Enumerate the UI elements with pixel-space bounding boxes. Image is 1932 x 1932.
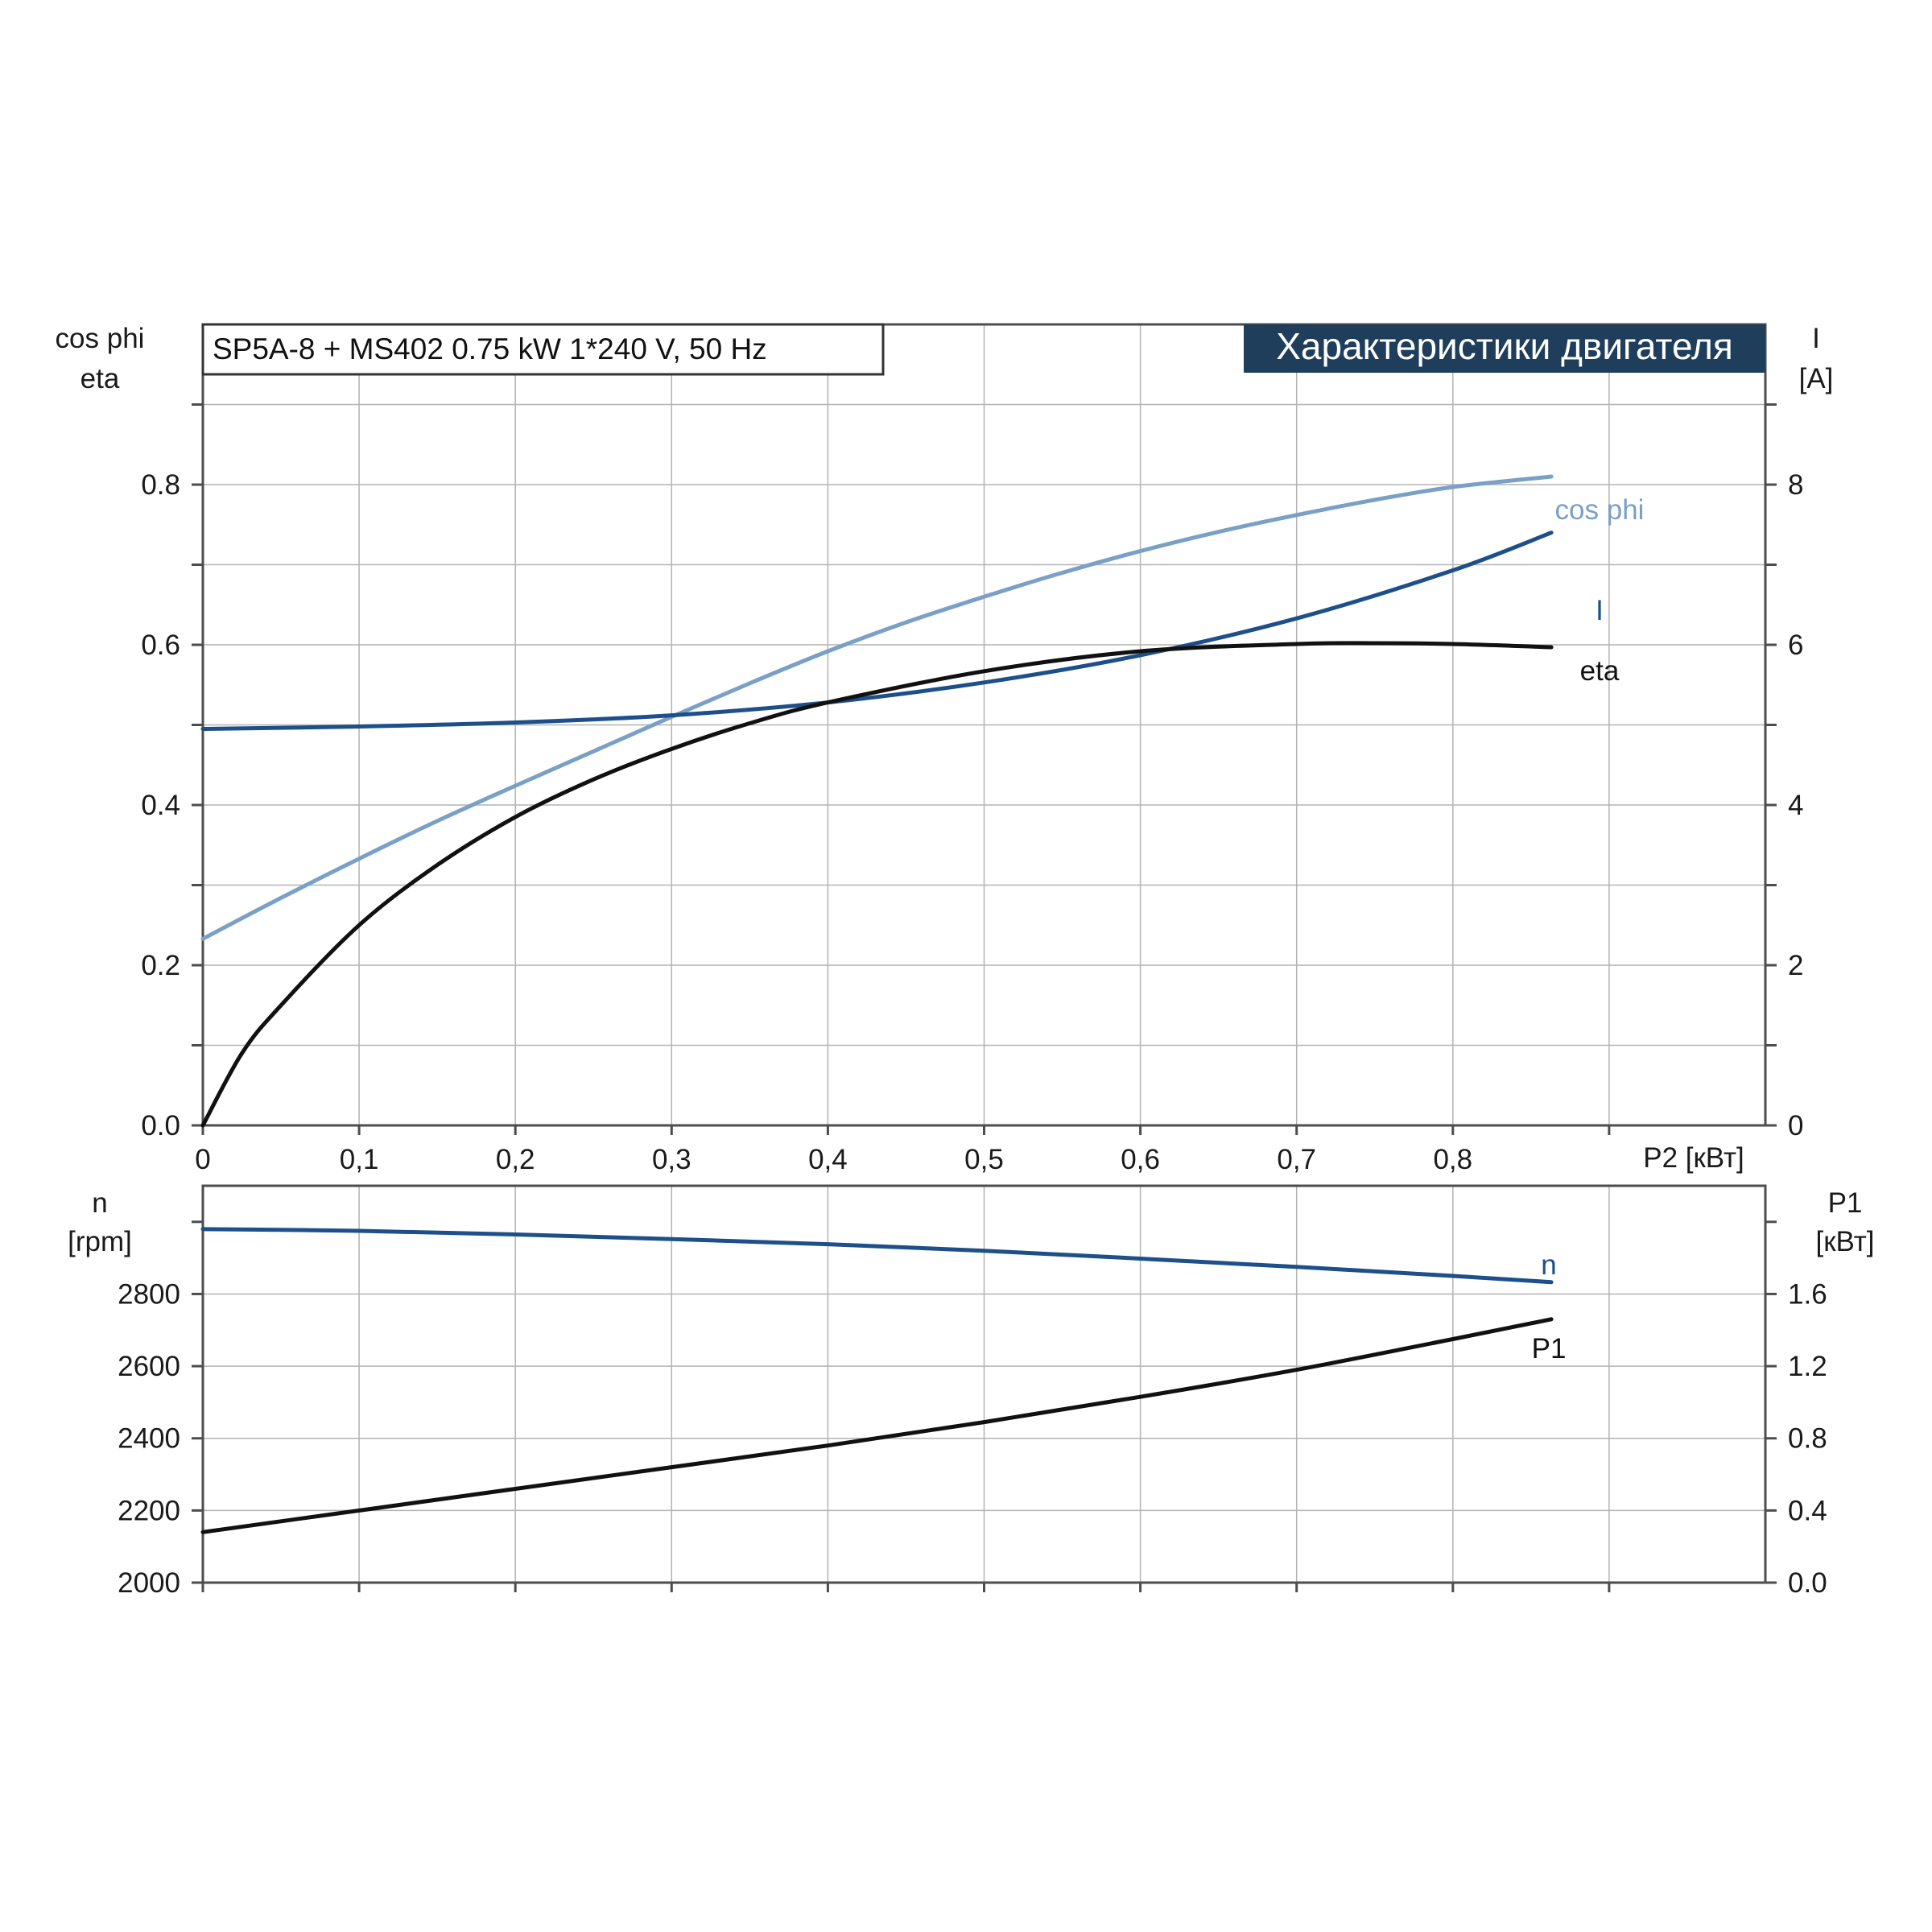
y-left-tick-label: 2400	[118, 1423, 180, 1455]
x-axis-title: P2 [кВт]	[1643, 1142, 1744, 1174]
series-line-p1	[200, 1317, 1554, 1534]
series-label-cos-phi: cos phi	[1555, 494, 1645, 526]
y-right-tick-label: 1.6	[1788, 1278, 1827, 1310]
bottom-left-axis-title-1: n	[92, 1187, 107, 1219]
info-box-text: SP5A-8 + MS402 0.75 kW 1*240 V, 50 Hz	[213, 332, 767, 365]
x-tick-label: 0,3	[652, 1144, 691, 1175]
x-tick-label: 0,6	[1121, 1144, 1160, 1175]
bottom-curve-labels: n P1	[1532, 1249, 1567, 1364]
top-ticks: 0 0,1 0,2 0,3 0,4 0,5 0,6 0,7 0,8 0.0 0.2 0.4 0.6 0.8…	[141, 403, 1803, 1175]
header-bar	[1244, 324, 1765, 373]
x-tick-label: 0,2	[496, 1144, 535, 1175]
y-left-tick-label: 2000	[118, 1567, 180, 1599]
header-title: Характеристики двигателя	[1276, 325, 1733, 367]
top-right-axis-title-2: [A]	[1799, 363, 1834, 394]
y-left-tick-label: 0.6	[141, 630, 180, 661]
info-box	[201, 323, 885, 376]
series-line-cos-phi	[200, 474, 1554, 941]
y-right-tick-label: 0.8	[1788, 1423, 1827, 1455]
y-left-tick-label: 0.4	[141, 790, 180, 821]
top-left-axis-title-2: eta	[80, 363, 120, 394]
x-tick-label: 0,8	[1433, 1144, 1472, 1175]
y-right-tick-label: 1.2	[1788, 1351, 1827, 1382]
top-left-axis-title-1: cos phi	[56, 323, 145, 354]
series-label-i: I	[1596, 595, 1604, 626]
top-grid	[203, 324, 1765, 1125]
y-right-tick-label: 0.4	[1788, 1495, 1827, 1526]
series-line-n	[200, 1227, 1554, 1285]
bottom-grid	[203, 1186, 1765, 1583]
y-left-tick-label: 2600	[118, 1351, 180, 1382]
series-label-n: n	[1541, 1249, 1556, 1281]
y-right-tick-label: 0.0	[1788, 1567, 1827, 1599]
bottom-left-axis-title-2: [rpm]	[68, 1226, 132, 1257]
y-left-tick-label: 2800	[118, 1278, 180, 1310]
y-left-tick-label: 0.0	[141, 1110, 180, 1141]
x-tick-label: 0	[195, 1144, 210, 1175]
x-tick-label: 0,7	[1277, 1144, 1316, 1175]
y-right-tick-label: 0	[1788, 1110, 1803, 1141]
bottom-right-axis-title-1: P1	[1828, 1187, 1863, 1219]
bottom-curves	[200, 1227, 1554, 1534]
series-label-eta: eta	[1580, 655, 1620, 687]
top-curves	[200, 474, 1554, 1128]
y-right-tick-label: 8	[1788, 469, 1803, 501]
x-tick-label: 0,4	[808, 1144, 848, 1175]
y-right-tick-label: 2	[1788, 950, 1803, 981]
x-tick-label: 0,1	[340, 1144, 379, 1175]
bottom-right-axis-title-2: [кВт]	[1816, 1226, 1875, 1257]
series-line-eta	[200, 641, 1554, 1128]
y-left-tick-label: 2200	[118, 1495, 180, 1526]
y-right-tick-label: 4	[1788, 790, 1803, 821]
x-tick-label: 0,5	[964, 1144, 1004, 1175]
bottom-panel: 2000 2200 2400 2600 2800 0.0 0.4 0.8 1.2 1.6 n P1	[118, 1184, 1827, 1599]
series-label-p1: P1	[1532, 1333, 1567, 1364]
top-right-axis-title-1: I	[1812, 323, 1820, 354]
y-left-tick-label: 0.2	[141, 950, 180, 981]
series-line-i	[200, 530, 1554, 731]
bottom-ticks: 2000 2200 2400 2600 2800 0.0 0.4 0.8 1.2 1.6	[118, 1220, 1827, 1599]
y-right-tick-label: 6	[1788, 630, 1803, 661]
y-left-tick-label: 0.8	[141, 469, 180, 501]
top-panel: 0 0,1 0,2 0,3 0,4 0,5 0,6 0,7 0,8 0.0 0.2 0.4 0.6 0.8…	[141, 323, 1803, 1175]
